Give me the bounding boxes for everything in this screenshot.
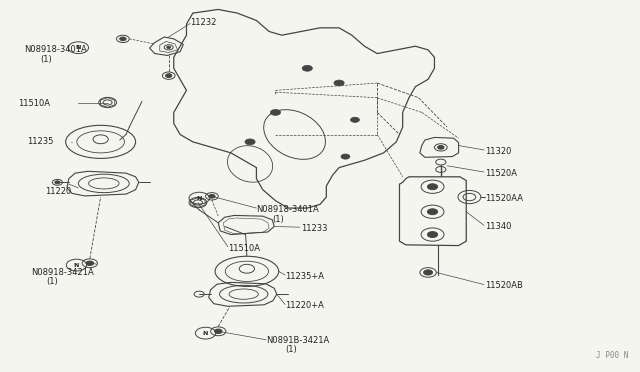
Text: 11510A: 11510A (18, 99, 50, 108)
Text: N: N (76, 45, 81, 50)
Text: N08918-3401A: N08918-3401A (257, 205, 319, 214)
Circle shape (120, 37, 126, 41)
Text: 11520AA: 11520AA (485, 195, 524, 203)
Circle shape (428, 232, 438, 237)
Text: (1): (1) (47, 277, 58, 286)
Circle shape (209, 195, 215, 198)
Text: 11520AB: 11520AB (485, 281, 523, 290)
Text: N: N (74, 263, 79, 267)
Text: 11232: 11232 (189, 18, 216, 27)
Circle shape (167, 46, 171, 48)
Text: 11233: 11233 (301, 224, 328, 233)
Text: (1): (1) (272, 215, 284, 224)
Text: N: N (196, 196, 202, 201)
Text: 11510A: 11510A (228, 244, 260, 253)
Text: 11235+A: 11235+A (285, 272, 324, 280)
Circle shape (438, 145, 444, 149)
Circle shape (271, 109, 280, 115)
Circle shape (424, 270, 433, 275)
Text: 11320: 11320 (485, 147, 512, 155)
Circle shape (428, 184, 438, 190)
Circle shape (351, 117, 360, 122)
Circle shape (302, 65, 312, 71)
Circle shape (214, 329, 222, 334)
Text: N: N (203, 331, 208, 336)
Circle shape (428, 209, 438, 215)
Text: (1): (1) (285, 345, 297, 354)
Circle shape (86, 261, 93, 266)
Text: J P00 N: J P00 N (596, 351, 628, 360)
Circle shape (334, 80, 344, 86)
Text: N0891B-3421A: N0891B-3421A (266, 336, 329, 345)
Text: 11340: 11340 (485, 222, 512, 231)
Text: 11220+A: 11220+A (285, 301, 324, 310)
Text: 11520A: 11520A (485, 169, 517, 177)
Text: 11235: 11235 (28, 137, 54, 146)
Text: N08918-3421A: N08918-3421A (31, 268, 93, 277)
Circle shape (166, 74, 172, 77)
Text: N08918-3401A: N08918-3401A (24, 45, 87, 54)
Text: 11220: 11220 (45, 187, 72, 196)
Text: (1): (1) (40, 55, 52, 64)
Circle shape (341, 154, 350, 159)
Circle shape (245, 139, 255, 145)
Circle shape (55, 181, 60, 184)
